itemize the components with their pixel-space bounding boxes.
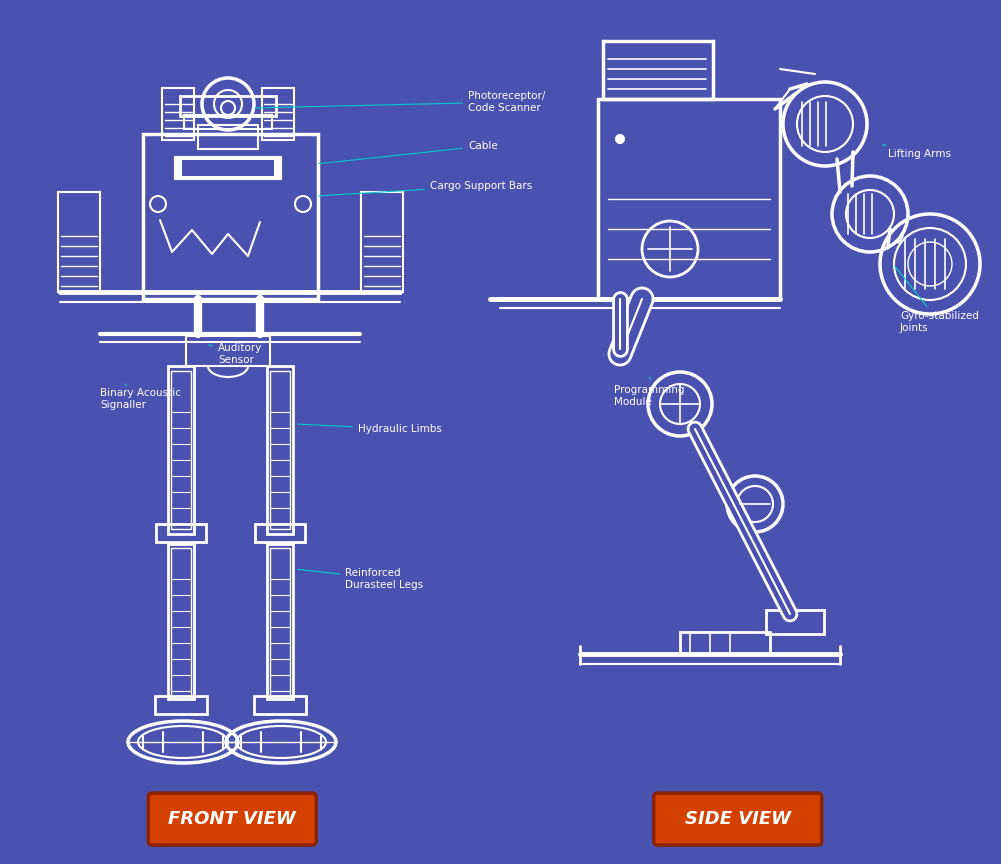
Text: Hydraulic Limbs: Hydraulic Limbs bbox=[297, 424, 441, 434]
Bar bbox=[171, 371, 191, 529]
Bar bbox=[180, 96, 276, 116]
Bar bbox=[143, 134, 318, 299]
Bar bbox=[162, 88, 194, 140]
FancyBboxPatch shape bbox=[654, 793, 822, 845]
Text: Reinforced
Durasteel Legs: Reinforced Durasteel Legs bbox=[297, 569, 423, 590]
Bar bbox=[262, 88, 294, 140]
Bar bbox=[598, 99, 780, 299]
Text: Programming
Module: Programming Module bbox=[614, 377, 685, 407]
Text: Gyro-stabilized
Joints: Gyro-stabilized Joints bbox=[895, 266, 979, 333]
Text: Cargo Support Bars: Cargo Support Bars bbox=[318, 181, 533, 196]
Text: Auditory
Sensor: Auditory Sensor bbox=[208, 343, 262, 365]
Bar bbox=[171, 548, 191, 696]
Bar bbox=[270, 548, 290, 696]
Bar bbox=[184, 115, 272, 129]
Text: FRONT VIEW: FRONT VIEW bbox=[168, 810, 296, 828]
Bar bbox=[267, 544, 293, 699]
Text: Cable: Cable bbox=[318, 141, 497, 163]
Bar bbox=[156, 524, 206, 542]
Bar bbox=[680, 632, 770, 654]
Bar bbox=[168, 366, 194, 534]
Bar bbox=[168, 544, 194, 699]
Text: Lifting Arms: Lifting Arms bbox=[883, 144, 951, 159]
Bar bbox=[182, 160, 274, 176]
Bar bbox=[361, 192, 403, 292]
Circle shape bbox=[616, 135, 624, 143]
FancyBboxPatch shape bbox=[148, 793, 316, 845]
Bar bbox=[198, 125, 258, 149]
Text: Photoreceptor/
Code Scanner: Photoreceptor/ Code Scanner bbox=[255, 92, 546, 113]
Bar bbox=[255, 524, 305, 542]
Text: SIDE VIEW: SIDE VIEW bbox=[685, 810, 791, 828]
Bar bbox=[270, 371, 290, 529]
Bar bbox=[766, 610, 824, 634]
Bar bbox=[155, 696, 207, 714]
Text: Binary Acoustic
Signaller: Binary Acoustic Signaller bbox=[100, 384, 181, 410]
Bar bbox=[175, 157, 281, 179]
Bar bbox=[267, 366, 293, 534]
Bar bbox=[603, 41, 713, 99]
Bar bbox=[186, 336, 270, 366]
Bar bbox=[58, 192, 100, 292]
Bar bbox=[254, 696, 306, 714]
